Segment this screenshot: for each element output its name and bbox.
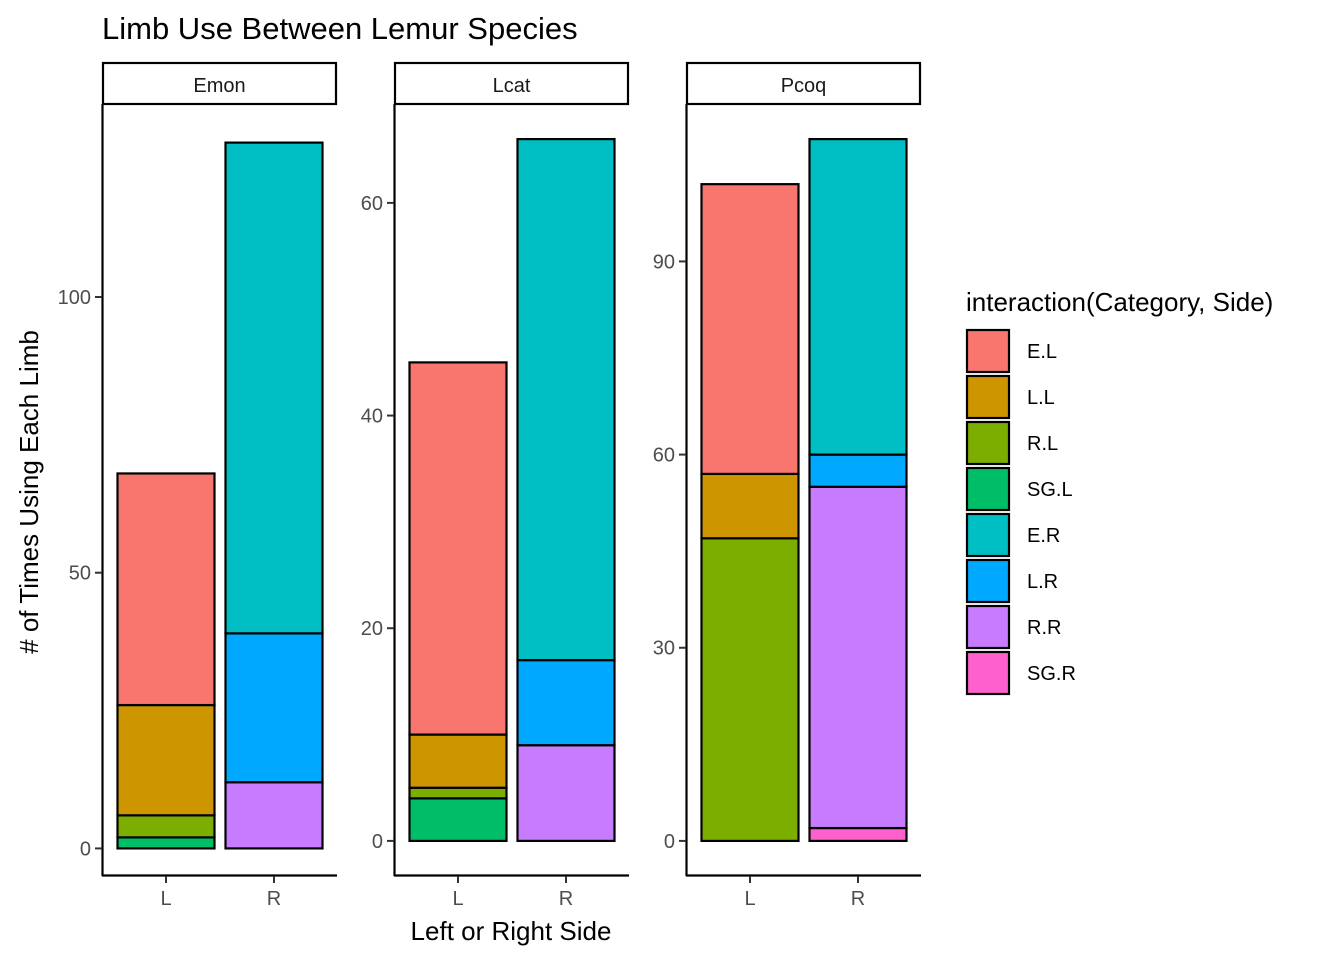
legend-label: E.L — [1027, 341, 1057, 363]
legend-label: R.L — [1027, 433, 1058, 455]
bar-segment-l-sg-l — [116, 836, 216, 850]
bar-segment-l-e-l — [408, 361, 508, 736]
facet-strip-label: Emon — [193, 75, 245, 97]
x-axis-title: Left or Right Side — [411, 916, 612, 946]
legend-swatch — [965, 512, 1011, 558]
legend-item-e-r: E.R — [965, 512, 1060, 558]
bar-segment-r-e-r — [224, 141, 324, 635]
y-tick-label: 0 — [80, 838, 91, 860]
bar-segment-r-sg-r — [808, 826, 908, 843]
x-tick-label: R — [267, 888, 281, 910]
x-tick-label: L — [744, 888, 755, 910]
legend-item-l-r: L.R — [965, 558, 1058, 604]
bar-segment-l-r-l — [700, 537, 800, 843]
legend-item-r-r: R.R — [965, 604, 1061, 650]
legend-label: E.R — [1027, 525, 1060, 547]
bar-segment-l-e-l — [700, 183, 800, 476]
legend-label: R.R — [1027, 617, 1061, 639]
bar-segment-r-r-r — [808, 485, 908, 830]
legend-title: interaction(Category, Side) — [966, 287, 1273, 317]
x-tick-label: L — [452, 888, 463, 910]
legend-swatch — [965, 374, 1011, 420]
bar-segment-r-e-r — [808, 137, 908, 456]
x-tick-label: L — [160, 888, 171, 910]
legend-label: SG.R — [1027, 663, 1076, 685]
y-tick-label: 20 — [361, 618, 383, 640]
legend-items: E.L L.L R.L SG.L E.R L.R R.R SG.R — [965, 328, 1076, 696]
y-tick-label: 100 — [58, 287, 91, 309]
y-tick-label: 0 — [372, 831, 383, 853]
facet-pcoq: Pcoq 0 30 60 90 L R — [653, 61, 922, 910]
bar-segment-l-l-l — [408, 733, 508, 789]
legend-item-e-l: E.L — [965, 328, 1057, 374]
legend-label: SG.L — [1027, 479, 1073, 501]
legend-swatch — [965, 558, 1011, 604]
legend-swatch — [965, 604, 1011, 650]
y-tick-label: 60 — [653, 445, 675, 467]
y-tick-label: 60 — [361, 193, 383, 215]
bar-segment-l-sg-l — [408, 797, 508, 843]
bar-segment-r-l-r — [224, 632, 324, 784]
facet-strip — [685, 61, 922, 106]
bar-segment-l-l-l — [116, 703, 216, 817]
legend-swatch — [965, 328, 1011, 374]
legend-item-sg-r: SG.R — [965, 650, 1076, 696]
legend: interaction(Category, Side) E.L L.L R.L SG.… — [965, 287, 1273, 696]
bar-segment-r-e-r — [516, 137, 616, 662]
facet-strip — [393, 61, 630, 106]
legend-swatch — [965, 466, 1011, 512]
bar-segment-l-e-l — [116, 472, 216, 707]
y-tick-label: 50 — [69, 563, 91, 585]
facet-emon: Emon 0 50 100 L R — [58, 61, 338, 910]
facet-strip-label: Lcat — [493, 75, 531, 97]
legend-label: L.R — [1027, 571, 1058, 593]
bar-segment-l-r-l — [408, 786, 508, 800]
facets: Emon 0 50 100 L R Lcat 0 20 40 60 L R Pcoq 0 30 60 90 L R — [58, 61, 922, 910]
legend-item-l-l: L.L — [965, 374, 1055, 420]
bar-segment-l-r-l — [116, 814, 216, 839]
facet-strip — [101, 61, 338, 106]
legend-label: L.L — [1027, 387, 1055, 409]
bar-segment-r-r-r — [516, 744, 616, 843]
y-axis-title: # of Times Using Each Limb — [14, 330, 44, 654]
legend-swatch — [965, 420, 1011, 466]
y-tick-label: 30 — [653, 638, 675, 660]
y-tick-label: 40 — [361, 406, 383, 428]
bar-segment-r-l-r — [516, 659, 616, 747]
chart-title: Limb Use Between Lemur Species — [102, 11, 578, 46]
y-tick-label: 90 — [653, 251, 675, 273]
x-tick-label: R — [851, 888, 865, 910]
x-tick-label: R — [559, 888, 573, 910]
legend-item-r-l: R.L — [965, 420, 1058, 466]
y-tick-label: 0 — [664, 831, 675, 853]
legend-swatch — [965, 650, 1011, 696]
facet-lcat: Lcat 0 20 40 60 L R — [361, 61, 630, 910]
bar-segment-r-l-r — [808, 453, 908, 488]
facet-strip-label: Pcoq — [781, 75, 827, 97]
bar-segment-r-r-r — [224, 781, 324, 850]
bar-segment-l-l-l — [700, 472, 800, 540]
legend-item-sg-l: SG.L — [965, 466, 1073, 512]
